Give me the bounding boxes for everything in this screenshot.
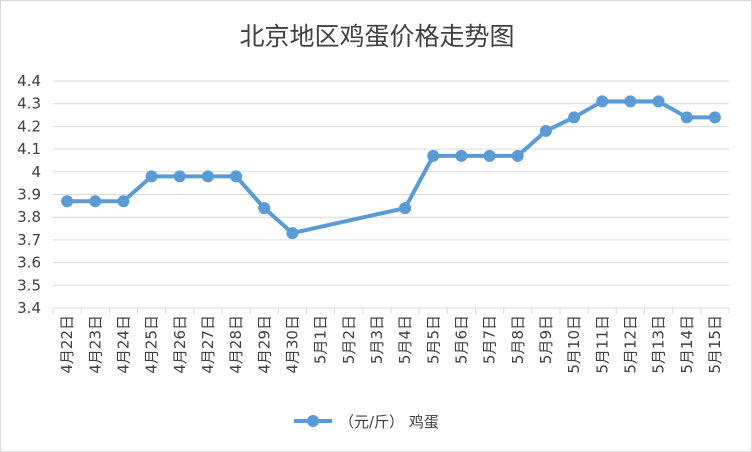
x-tick-label: 5月12日 (621, 315, 639, 374)
x-tick-label: 5月4日 (396, 315, 414, 364)
y-tick-label: 3.7 (17, 231, 41, 249)
x-tick-label: 4月26日 (171, 315, 189, 374)
data-point (173, 170, 186, 183)
x-tick-label: 5月9日 (537, 315, 555, 364)
grid-lines (53, 80, 729, 309)
data-point (455, 149, 468, 162)
y-tick-label: 3.6 (17, 254, 41, 272)
data-point (61, 195, 74, 208)
x-tick-label: 4月30日 (283, 315, 301, 374)
y-tick-label: 4 (31, 163, 41, 181)
y-tick-label: 4.1 (17, 140, 41, 158)
legend: （元/斤） 鸡蛋 (294, 413, 439, 431)
data-point (230, 170, 243, 183)
data-point (624, 95, 637, 108)
data-point (399, 202, 412, 215)
chart-title: 北京地区鸡蛋价格走势图 (239, 22, 514, 51)
data-point (201, 170, 214, 183)
data-point (708, 111, 721, 124)
data-point (286, 227, 299, 240)
x-tick-label: 5月5日 (424, 315, 442, 364)
data-point (568, 111, 581, 124)
data-point (511, 149, 524, 162)
series-layer (61, 95, 721, 240)
data-point (483, 149, 496, 162)
x-tick-label: 4月23日 (86, 315, 104, 374)
legend-label: （元/斤） 鸡蛋 (339, 413, 439, 431)
x-tick-label: 4月25日 (143, 315, 161, 374)
x-tick-label: 5月13日 (650, 315, 668, 374)
data-point (89, 195, 102, 208)
x-tick-label: 4月28日 (227, 315, 245, 374)
x-tick-label: 5月2日 (340, 315, 358, 364)
x-tick-label: 5月11日 (593, 315, 611, 374)
x-tick-label: 5月15日 (706, 315, 724, 374)
x-tick-label: 4月27日 (199, 315, 217, 374)
x-tick-label: 4月24日 (114, 315, 132, 374)
y-tick-label: 4.2 (17, 117, 41, 135)
x-tick-label: 5月8日 (509, 315, 527, 364)
y-tick-label: 4.4 (17, 72, 41, 90)
x-tick-label: 5月3日 (368, 315, 386, 364)
data-point (145, 170, 158, 183)
y-tick-label: 3.4 (17, 299, 41, 317)
data-point (680, 111, 693, 124)
x-tick-label: 5月10日 (565, 315, 583, 374)
data-point (258, 202, 271, 215)
x-axis-ticks: 4月22日 4月23日 4月24日 4月25日 4月26日 4月27日 4月28日 4月29日… (52, 308, 730, 374)
data-point (539, 124, 552, 137)
y-tick-label: 3.9 (17, 186, 41, 204)
x-tick-label: 5月6日 (452, 315, 470, 364)
y-axis-ticks: 3.4 3.5 3.6 3.7 3.8 3.9 4 4.1 4.2 4.3 4.4 (17, 72, 41, 317)
x-tick-label: 5月7日 (481, 315, 499, 364)
x-tick-label: 4月29日 (255, 315, 273, 374)
y-tick-label: 4.3 (17, 95, 41, 113)
x-tick-label: 5月14日 (678, 315, 696, 374)
series-line (67, 99, 715, 236)
data-point (427, 149, 440, 162)
x-tick-label: 4月22日 (58, 315, 76, 374)
data-point (652, 95, 665, 108)
legend-marker (307, 415, 319, 427)
data-point (596, 95, 609, 108)
y-tick-label: 3.8 (17, 208, 41, 226)
x-tick-label: 5月1日 (312, 315, 330, 364)
y-tick-label: 3.5 (17, 276, 41, 294)
data-point (117, 195, 130, 208)
